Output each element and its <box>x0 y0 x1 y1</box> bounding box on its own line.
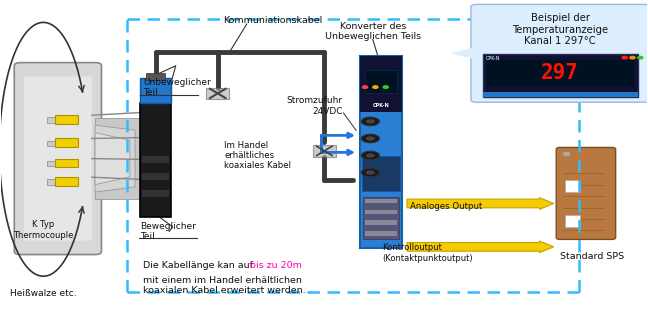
Bar <box>362 156 400 191</box>
Bar <box>55 115 78 124</box>
Bar <box>47 179 55 185</box>
Text: mit einem im Handel erhältlichen
koaxialen Kabel erweitert werden.: mit einem im Handel erhältlichen koaxial… <box>143 276 306 295</box>
FancyBboxPatch shape <box>471 4 648 102</box>
FancyBboxPatch shape <box>566 150 610 232</box>
Text: Beispiel der
Temperaturanzeige
Kanal 1 297°C: Beispiel der Temperaturanzeige Kanal 1 2… <box>512 13 608 46</box>
Polygon shape <box>95 118 140 199</box>
Bar <box>365 199 397 203</box>
Circle shape <box>366 170 375 175</box>
Text: Die Kabellänge kan auf: Die Kabellänge kan auf <box>143 261 257 270</box>
Bar <box>142 156 169 163</box>
Circle shape <box>362 151 379 160</box>
FancyBboxPatch shape <box>140 103 171 217</box>
Bar <box>565 215 581 227</box>
Circle shape <box>630 56 635 59</box>
Text: Heißwalze etc.: Heißwalze etc. <box>10 289 76 298</box>
Circle shape <box>362 117 379 126</box>
Bar <box>55 177 78 186</box>
Bar <box>146 73 165 80</box>
Bar <box>486 60 634 86</box>
Text: Beweglicher
Teil: Beweglicher Teil <box>140 222 196 241</box>
Circle shape <box>563 152 570 156</box>
Text: K Typ
Thermocouple: K Typ Thermocouple <box>13 220 73 239</box>
Bar <box>142 173 169 180</box>
Text: CPK-N: CPK-N <box>373 103 389 108</box>
Text: Kontrolloutput
(Kontaktpunktoutput): Kontrolloutput (Kontaktpunktoutput) <box>382 243 473 263</box>
Bar <box>142 190 169 197</box>
Bar <box>55 159 78 167</box>
Text: Im Handel
erhältliches
koaxiales Kabel: Im Handel erhältliches koaxiales Kabel <box>224 141 291 170</box>
Text: CPK-N: CPK-N <box>486 56 500 62</box>
FancyBboxPatch shape <box>360 56 402 248</box>
Circle shape <box>362 86 367 88</box>
Text: Analoges Output: Analoges Output <box>410 202 483 211</box>
Bar <box>483 91 638 97</box>
Bar <box>55 138 78 147</box>
FancyArrow shape <box>407 241 553 253</box>
FancyArrow shape <box>407 197 553 209</box>
Text: Konverter des
Unbeweglichen Teils: Konverter des Unbeweglichen Teils <box>325 22 421 41</box>
FancyBboxPatch shape <box>556 147 616 239</box>
Bar <box>365 210 397 214</box>
Text: Standard SPS: Standard SPS <box>561 252 625 261</box>
FancyBboxPatch shape <box>561 149 613 236</box>
Circle shape <box>383 86 388 88</box>
Bar <box>483 54 638 97</box>
Circle shape <box>362 134 379 143</box>
Bar <box>365 231 397 236</box>
FancyBboxPatch shape <box>140 78 171 103</box>
Circle shape <box>638 56 643 59</box>
Text: Stromzufuhr
24VDC: Stromzufuhr 24VDC <box>286 96 342 116</box>
Bar <box>47 118 55 123</box>
Bar <box>47 161 55 166</box>
Polygon shape <box>95 125 135 192</box>
Text: bis zu 20m: bis zu 20m <box>250 261 302 270</box>
Bar <box>363 197 399 239</box>
Bar <box>206 88 229 99</box>
Circle shape <box>362 168 379 177</box>
Circle shape <box>373 86 378 88</box>
Circle shape <box>366 119 375 123</box>
Text: 297: 297 <box>541 63 579 83</box>
Bar <box>565 180 581 192</box>
FancyBboxPatch shape <box>14 63 102 255</box>
Bar <box>313 145 336 157</box>
Circle shape <box>366 136 375 141</box>
Bar <box>360 56 402 112</box>
Bar <box>365 220 397 225</box>
Polygon shape <box>95 132 130 185</box>
Text: Unbeweglicher
Teil: Unbeweglicher Teil <box>143 78 211 97</box>
FancyBboxPatch shape <box>24 77 92 241</box>
Circle shape <box>622 56 627 59</box>
Bar <box>47 141 55 146</box>
Text: Kommuniationskabel: Kommuniationskabel <box>223 16 322 25</box>
Bar <box>365 70 397 93</box>
Circle shape <box>366 153 375 158</box>
Polygon shape <box>450 47 476 59</box>
